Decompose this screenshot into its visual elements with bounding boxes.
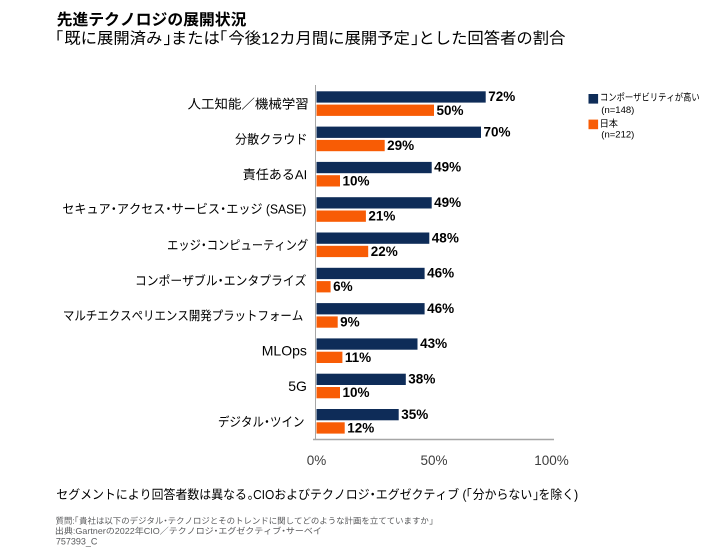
svg-text:5G: 5G [288,378,307,394]
svg-text:6%: 6% [333,279,353,294]
svg-text:46%: 46% [427,301,454,316]
svg-text:29%: 29% [387,138,414,153]
svg-text:48%: 48% [432,230,459,245]
svg-text:35%: 35% [401,407,428,422]
svg-text:(n=212): (n=212) [601,129,634,140]
svg-text:49%: 49% [434,195,461,210]
svg-text:43%: 43% [420,336,447,351]
svg-text:100%: 100% [534,453,569,468]
svg-text:22%: 22% [371,244,398,259]
svg-text:757393_C: 757393_C [56,536,98,546]
svg-text:21%: 21% [368,209,395,224]
svg-text:(n=148): (n=148) [601,105,634,116]
svg-text:49%: 49% [434,160,461,175]
svg-text:11%: 11% [345,350,371,365]
svg-text:50%: 50% [420,453,447,468]
svg-text:0%: 0% [307,453,327,468]
svg-text:50%: 50% [437,103,464,118]
svg-text:10%: 10% [343,173,370,188]
svg-text:72%: 72% [488,89,515,104]
svg-text:9%: 9% [340,315,360,330]
svg-text:MLOps: MLOps [262,343,307,359]
svg-text:38%: 38% [408,372,435,387]
svg-text:46%: 46% [427,266,454,281]
svg-text:70%: 70% [484,124,511,139]
svg-text:12%: 12% [347,420,374,435]
svg-text:10%: 10% [343,385,370,400]
